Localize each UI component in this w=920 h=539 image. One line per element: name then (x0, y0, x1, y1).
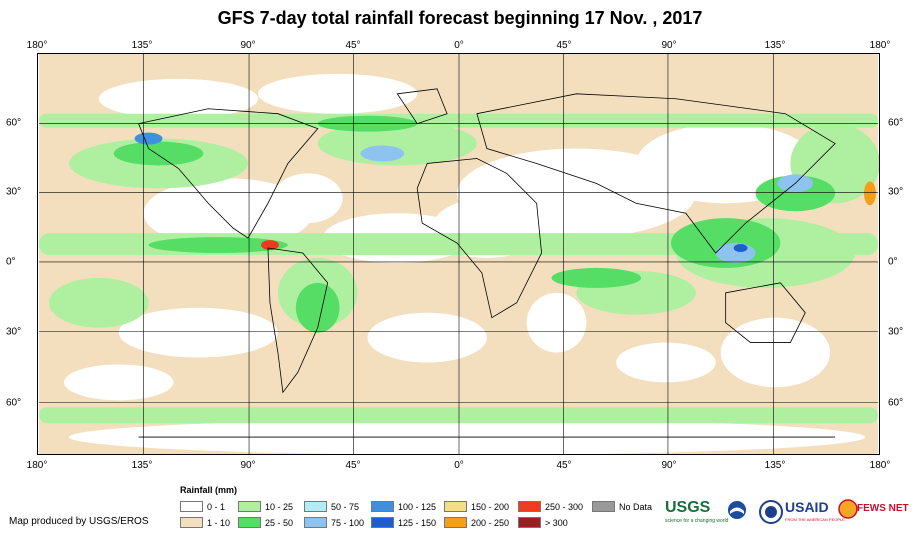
legend-item: 250 - 300 (518, 501, 583, 512)
lon-tick-top: 90° (240, 40, 256, 51)
usgs-tagline: science for a changing world (665, 518, 729, 524)
lon-tick-top: 135° (131, 40, 153, 51)
legend-label: 125 - 150 (398, 517, 437, 528)
lon-tick-top: 180° (26, 40, 48, 51)
legend-label: 10 - 25 (265, 501, 294, 512)
rainfall-map[interactable] (37, 53, 880, 455)
lat-tick-right: 0° (888, 256, 898, 268)
legend-label: > 300 (545, 517, 568, 528)
legend-item: 0 - 1 (180, 501, 225, 512)
continent-outlines (138, 88, 836, 438)
legend-swatch (444, 517, 467, 528)
legend-swatch (238, 501, 261, 512)
lat-tick-right: 60° (888, 117, 904, 129)
legend-label: 200 - 250 (471, 517, 510, 528)
lon-tick-bottom: 135° (131, 460, 153, 471)
legend-item: 200 - 250 (444, 517, 509, 528)
lon-tick-bottom: 135° (764, 460, 786, 471)
usaid-logo-text: USAID (785, 499, 829, 515)
graticule (39, 54, 878, 454)
lat-tick-left: 0° (6, 256, 16, 268)
usaid-seal-icon (759, 500, 783, 524)
lon-tick-top: 0° (454, 40, 464, 51)
legend-item: 125 - 150 (371, 517, 436, 528)
lat-tick-right: 30° (888, 326, 904, 338)
lat-tick-left: 60° (6, 397, 22, 409)
fewsnet-logo-text: FEWS NET (857, 503, 909, 514)
noaa-logo-icon (728, 501, 746, 519)
lat-tick-left: 60° (6, 117, 22, 129)
lon-tick-top: 180° (869, 40, 891, 51)
legend-item: 75 - 100 (304, 517, 364, 528)
legend-item: 1 - 10 (180, 517, 230, 528)
lat-tick-right: 60° (888, 397, 904, 409)
lon-tick-top: 90° (661, 40, 677, 51)
lon-tick-top: 45° (345, 40, 361, 51)
legend-swatch (371, 517, 394, 528)
lon-tick-top: 45° (556, 40, 572, 51)
legend-item: 25 - 50 (238, 517, 293, 528)
lon-tick-bottom: 45° (345, 460, 361, 471)
legend-label: 1 - 10 (207, 517, 231, 528)
legend-item: 100 - 125 (371, 501, 436, 512)
usgs-logo-text: USGS (665, 499, 711, 516)
legend-item: 50 - 75 (304, 501, 359, 512)
lon-tick-bottom: 0° (454, 460, 464, 471)
lon-tick-bottom: 45° (556, 460, 572, 471)
fewsnet-globe-icon (838, 499, 858, 519)
legend-label: 50 - 75 (331, 501, 360, 512)
legend-swatch (371, 501, 394, 512)
map-title: GFS 7-day total rainfall forecast beginn… (217, 8, 703, 28)
legend-swatch (518, 501, 541, 512)
legend-swatch (180, 501, 203, 512)
legend-title: Rainfall (mm) (180, 485, 238, 495)
legend-label: 150 - 200 (471, 501, 510, 512)
legend-swatch (592, 501, 615, 512)
legend-label: 25 - 50 (265, 517, 294, 528)
lon-tick-bottom: 180° (26, 460, 48, 471)
usaid-logo: USAID FROM THE AMERICAN PEOPLE (785, 499, 845, 529)
lat-tick-left: 30° (6, 326, 22, 338)
lon-tick-bottom: 180° (869, 460, 891, 471)
legend-item: 10 - 25 (238, 501, 293, 512)
legend-item: > 300 (518, 517, 568, 528)
legend-swatch (238, 517, 261, 528)
legend-swatch (518, 517, 541, 528)
legend-swatch (444, 501, 467, 512)
usaid-tagline: FROM THE AMERICAN PEOPLE (785, 517, 845, 522)
legend-label: 0 - 1 (207, 501, 226, 512)
lon-tick-bottom: 90° (240, 460, 256, 471)
lat-tick-right: 30° (888, 186, 904, 198)
legend-label: No Data (619, 501, 653, 512)
legend-label: 250 - 300 (545, 501, 584, 512)
legend-item: 150 - 200 (444, 501, 509, 512)
usgs-logo: USGS science for a changing world (665, 499, 745, 529)
legend-label: 100 - 125 (398, 501, 437, 512)
legend-item: No Data (592, 501, 652, 512)
legend-swatch (180, 517, 203, 528)
lon-tick-bottom: 90° (661, 460, 677, 471)
legend-label: 75 - 100 (331, 517, 365, 528)
credit-text: Map produced by USGS/EROS (9, 516, 149, 527)
lat-tick-left: 30° (6, 186, 22, 198)
legend-swatch (304, 501, 327, 512)
legend-swatch (304, 517, 327, 528)
lon-tick-top: 135° (764, 40, 786, 51)
